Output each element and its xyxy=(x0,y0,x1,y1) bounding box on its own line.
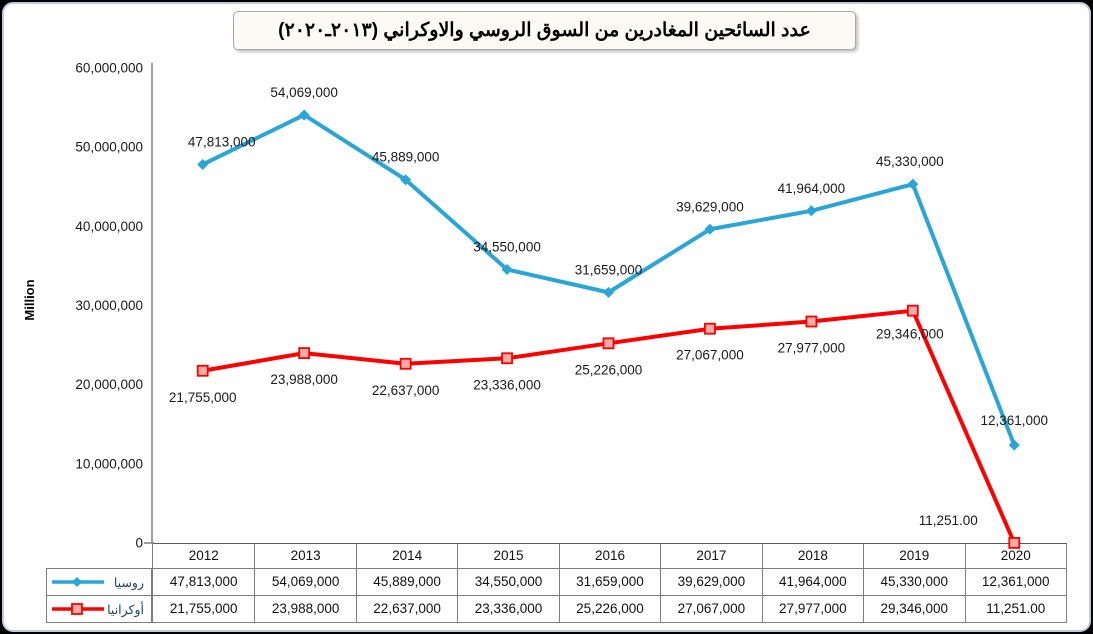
legend-item-ukraine[interactable]: أوكرانيا xyxy=(47,595,151,622)
table-value-cell: 41,964,000 xyxy=(761,568,864,595)
year-header-cell: 2016 xyxy=(558,544,660,568)
table-value-cell: 11,251.00 xyxy=(964,595,1066,622)
table-value-cell: 25,226,000 xyxy=(558,595,661,622)
table-value-cell: 47,813,000 xyxy=(153,568,255,595)
table-value-cell: 22,637,000 xyxy=(355,595,458,622)
ukraine-line-sample xyxy=(52,603,104,615)
table-value-cell: 45,889,000 xyxy=(355,568,458,595)
year-header-cell: 2020 xyxy=(964,544,1066,568)
table-value-cell: 21,755,000 xyxy=(153,595,255,622)
table-value-cell: 34,550,000 xyxy=(457,568,559,595)
year-header-cell: 2015 xyxy=(457,544,558,568)
year-header-cell: 2018 xyxy=(761,544,863,568)
table-value-cell: 27,067,000 xyxy=(660,595,762,622)
data-table: 2012 2013 2014 2015 2016 2017 2018 2019 2020 47,8… xyxy=(152,543,1067,623)
year-header-cell: 2017 xyxy=(660,544,761,568)
chart-legend: روسيا أوكرانيا xyxy=(46,568,152,623)
legend-marker xyxy=(72,577,82,587)
year-header-cell: 2019 xyxy=(863,544,964,568)
table-value-cell: 45,330,000 xyxy=(863,568,965,595)
table-value-cell: 27,977,000 xyxy=(761,595,864,622)
legend-marker xyxy=(71,603,83,615)
russia-line-sample xyxy=(52,577,104,587)
legend-label-russia: روسيا xyxy=(113,575,144,590)
table-value-cell: 31,659,000 xyxy=(558,568,661,595)
table-value-cell: 29,346,000 xyxy=(863,595,965,622)
table-value-cell: 54,069,000 xyxy=(254,568,356,595)
year-header-cell: 2013 xyxy=(254,544,355,568)
year-header-cell: 2014 xyxy=(355,544,457,568)
table-value-cell: 12,361,000 xyxy=(964,568,1066,595)
legend-item-russia[interactable]: روسيا xyxy=(47,569,151,595)
chart-title-text: عدد السائحين المغادرين من السوق الروسي و… xyxy=(278,20,811,41)
table-value-cell: 39,629,000 xyxy=(660,568,762,595)
chart-title: عدد السائحين المغادرين من السوق الروسي و… xyxy=(233,11,856,50)
table-value-cell: 23,336,000 xyxy=(457,595,559,622)
legend-label-ukraine: أوكرانيا xyxy=(107,602,144,617)
table-value-cell: 23,988,000 xyxy=(254,595,356,622)
year-header-cell: 2012 xyxy=(188,548,219,563)
